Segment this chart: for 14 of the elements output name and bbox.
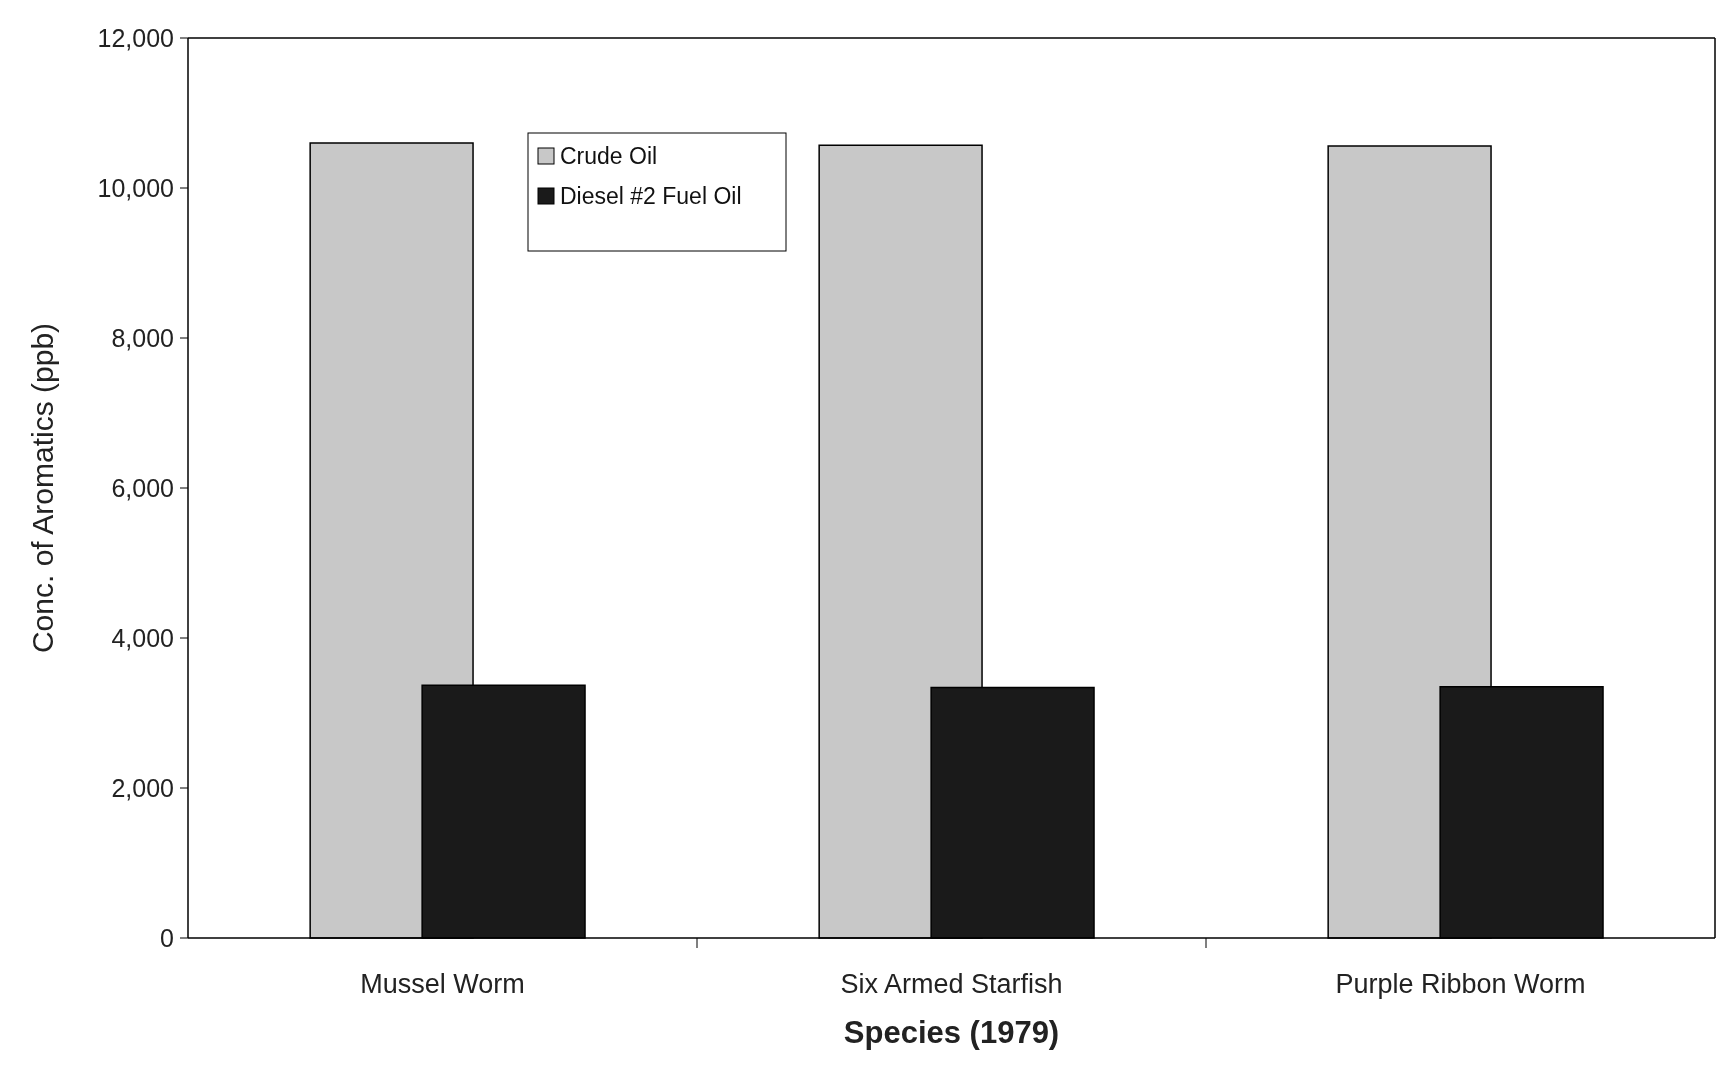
y-tick-label: 8,000 (111, 323, 174, 352)
y-axis-title: Conc. of Aromatics (ppb) (26, 322, 59, 654)
x-tick-label: Mussel Worm (360, 969, 525, 999)
y-tick-label: 4,000 (111, 623, 174, 652)
y-tick-label: 10,000 (97, 173, 174, 202)
y-tick-label: 2,000 (111, 773, 174, 802)
x-tick-label: Six Armed Starfish (840, 969, 1063, 999)
legend-label: Diesel #2 Fuel Oil (560, 183, 742, 210)
y-tick-label: 6,000 (111, 473, 174, 502)
legend-label: Crude Oil (560, 143, 658, 170)
x-axis-title: Species (1979) (843, 1015, 1060, 1050)
y-tick-label: 0 (160, 923, 174, 952)
x-tick-label: Purple Ribbon Worm (1335, 969, 1586, 999)
y-tick-label: 12,000 (97, 23, 174, 52)
